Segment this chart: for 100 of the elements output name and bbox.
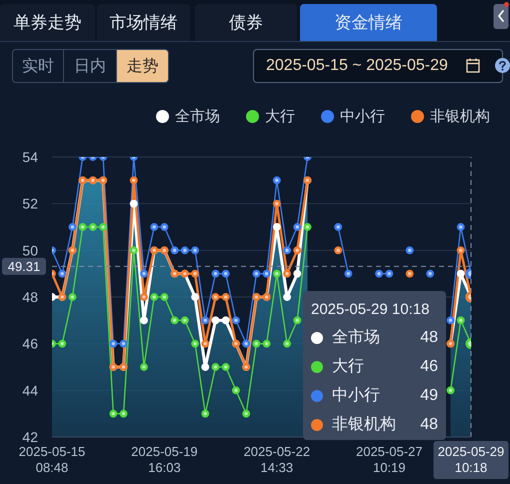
point <box>334 246 342 254</box>
point <box>170 316 179 324</box>
point <box>283 340 291 348</box>
point <box>212 293 220 301</box>
point <box>140 270 148 278</box>
x-tick-label: 2025-05-15 08:48 <box>18 444 86 475</box>
point <box>456 246 465 254</box>
y-tick-label: 42 <box>22 428 38 445</box>
point <box>406 246 414 254</box>
point <box>293 316 302 324</box>
x-tick-label: 2025-05-27 10:19 <box>356 444 422 475</box>
point <box>78 223 87 231</box>
text: 中小行 <box>332 387 380 404</box>
point <box>140 363 148 371</box>
point <box>446 386 455 394</box>
point <box>242 410 250 418</box>
point <box>293 270 302 278</box>
x-tick-label: 2025-05-22 14:33 <box>244 444 310 475</box>
legend-label: 中小行 <box>340 106 385 126</box>
point <box>201 363 210 371</box>
point <box>283 270 291 278</box>
point <box>180 316 189 324</box>
point <box>191 246 200 254</box>
point <box>191 293 200 301</box>
y-tick-label: 48 <box>22 288 38 305</box>
point <box>262 270 271 278</box>
point <box>212 270 220 278</box>
point <box>180 246 189 254</box>
segment-button: 实时 <box>13 50 64 82</box>
date-range-field: 2025-05-15 ~ 2025-05-29 <box>253 49 503 83</box>
segment-button: 走势 <box>117 50 168 82</box>
legend-label: 全市场 <box>332 328 380 348</box>
point <box>375 270 383 278</box>
tab: 单券走势 <box>0 4 95 41</box>
point <box>140 316 148 324</box>
point <box>120 410 128 418</box>
point <box>88 223 97 231</box>
point <box>212 316 220 324</box>
point <box>160 293 168 301</box>
y-tick-label: 52 <box>22 196 38 212</box>
point <box>191 340 200 348</box>
text: 全市场 <box>175 108 220 124</box>
y-tick-label: 54 <box>22 148 38 165</box>
y-tick-label: 44 <box>22 382 38 398</box>
text: 大行 <box>265 108 295 124</box>
tab: 资金情绪 <box>300 4 437 41</box>
point <box>272 270 281 278</box>
category-label: 2025-05-29 10:18 <box>311 301 430 318</box>
point <box>160 223 168 231</box>
x-tick-label: 2025-05-29 10:18 <box>438 444 504 475</box>
point <box>456 270 465 278</box>
point <box>191 270 200 278</box>
legend-label: 非银机构 <box>332 414 396 435</box>
point <box>212 363 220 371</box>
point <box>283 293 291 301</box>
point <box>201 316 210 324</box>
point <box>58 270 66 278</box>
tab: 债券 <box>195 4 297 41</box>
point <box>242 340 250 348</box>
point <box>222 293 230 301</box>
point <box>130 200 138 208</box>
point <box>130 246 138 254</box>
annotation: 48 <box>420 328 438 346</box>
point <box>109 340 118 348</box>
point <box>68 223 76 231</box>
point <box>426 270 434 278</box>
point <box>150 223 158 231</box>
point <box>272 200 281 208</box>
point <box>99 223 108 231</box>
point <box>222 316 230 324</box>
point <box>109 410 118 418</box>
annotation: 46 <box>420 358 438 374</box>
point <box>140 293 148 301</box>
x-tick-label: 2025-05-19 16:03 <box>131 444 198 475</box>
point <box>456 316 465 324</box>
point <box>272 176 281 184</box>
ref-line-label: 49.31 <box>8 258 40 274</box>
point <box>304 223 312 231</box>
tab: 市场情绪 <box>97 4 190 41</box>
point <box>283 246 291 254</box>
point <box>120 340 128 348</box>
point <box>58 340 66 348</box>
point <box>385 270 394 278</box>
point <box>130 176 138 184</box>
point <box>252 270 260 278</box>
point <box>406 270 414 278</box>
point <box>293 223 302 231</box>
legend-label: 大行 <box>332 356 364 377</box>
y-tick-label: 50 <box>22 242 38 258</box>
y-tick-label: 46 <box>22 336 38 352</box>
point <box>170 246 179 254</box>
point <box>68 293 76 301</box>
point <box>446 316 455 324</box>
point <box>344 270 352 278</box>
point <box>334 223 342 231</box>
annotation: 49 <box>420 386 438 404</box>
annotation: 48 <box>420 416 438 432</box>
point <box>252 340 260 348</box>
point <box>150 293 158 301</box>
point <box>232 316 240 324</box>
